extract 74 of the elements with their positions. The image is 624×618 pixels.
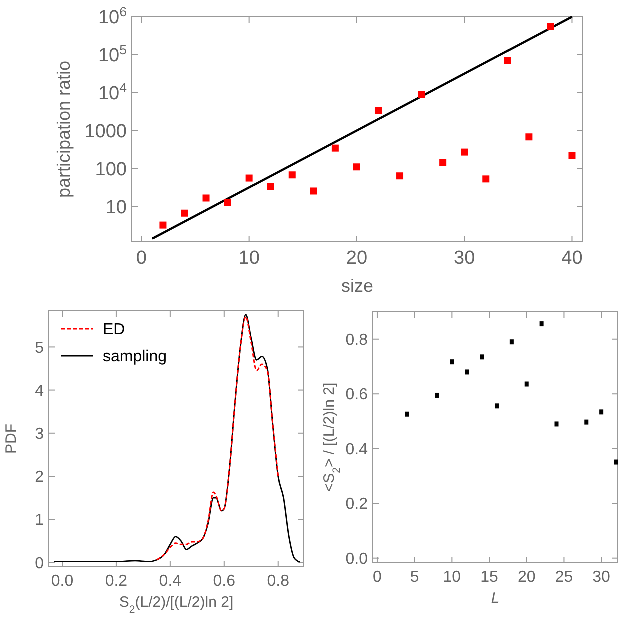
point bbox=[554, 422, 559, 427]
point bbox=[465, 370, 470, 375]
x-axis-title: L bbox=[491, 590, 500, 607]
legend-label: sampling bbox=[103, 348, 168, 366]
y-tick-label: 10$^{4}$ bbox=[98, 80, 127, 105]
x-tick-label: 20 bbox=[518, 569, 536, 586]
y-tick-label: 100 bbox=[95, 160, 127, 181]
point bbox=[353, 164, 360, 171]
x-tick-label: 0.4 bbox=[159, 573, 182, 590]
point bbox=[224, 199, 232, 206]
line-series bbox=[54, 314, 301, 563]
point bbox=[510, 340, 514, 345]
y-tick-label: 0.6 bbox=[346, 386, 368, 404]
point bbox=[246, 174, 253, 182]
point bbox=[181, 210, 188, 217]
x-tick-label: 5 bbox=[410, 569, 420, 586]
y-axis-title: participation ratio bbox=[54, 60, 74, 198]
y-tick-label: 0.0 bbox=[346, 550, 368, 568]
y-tick-label: 0.8 bbox=[346, 332, 368, 349]
point bbox=[524, 382, 529, 387]
y-tick-label: 3 bbox=[35, 426, 44, 443]
y-tick-label: 2 bbox=[35, 469, 44, 486]
point bbox=[482, 176, 490, 183]
x-tick-label: 20 bbox=[346, 248, 368, 269]
x-tick-label: 30 bbox=[454, 248, 476, 269]
x-tick-label: 30 bbox=[592, 569, 611, 586]
point bbox=[568, 152, 576, 160]
x-tick-label: 0.6 bbox=[213, 573, 236, 590]
point bbox=[494, 404, 499, 409]
point bbox=[450, 360, 454, 365]
point bbox=[374, 107, 382, 114]
point bbox=[461, 148, 468, 156]
point bbox=[540, 322, 544, 327]
y-tick-label: 0.2 bbox=[346, 496, 368, 514]
x-tick-label: 0 bbox=[136, 248, 147, 269]
point bbox=[614, 460, 619, 465]
x-tick-label: 15 bbox=[480, 569, 499, 586]
point bbox=[418, 91, 426, 98]
point bbox=[440, 159, 447, 166]
y-axis-title: PDF bbox=[3, 424, 20, 454]
point bbox=[288, 172, 296, 179]
x-tick-label: 0.8 bbox=[267, 573, 290, 590]
y-tick-label: 5 bbox=[35, 340, 44, 357]
x-tick-label: 10 bbox=[238, 248, 260, 269]
y-tick-label: 10$^{5}$ bbox=[98, 42, 127, 67]
x-tick-label: 25 bbox=[555, 569, 574, 586]
point bbox=[480, 354, 484, 360]
x-tick-label: 0.0 bbox=[51, 573, 74, 590]
point bbox=[310, 188, 318, 195]
point bbox=[584, 420, 589, 425]
point bbox=[160, 222, 167, 229]
point bbox=[435, 392, 440, 398]
y-tick-label: 0 bbox=[35, 555, 44, 572]
point bbox=[504, 57, 512, 64]
y-tick-label: 1 bbox=[35, 512, 44, 530]
x-axis-title: S$_{2}$(L/2)/[(L/2)ln 2] bbox=[119, 594, 234, 616]
x-axis-title: size bbox=[341, 276, 374, 296]
y-tick-label: 0.4 bbox=[346, 441, 368, 458]
y-tick-label: 10$^{6}$ bbox=[98, 4, 127, 29]
point bbox=[526, 134, 533, 141]
y-tick-label: 1000 bbox=[84, 122, 127, 143]
point bbox=[332, 144, 339, 152]
point bbox=[267, 183, 274, 190]
point bbox=[405, 412, 410, 417]
legend-label: ED bbox=[103, 322, 126, 339]
x-tick-label: 40 bbox=[562, 248, 583, 269]
point bbox=[202, 194, 210, 202]
point bbox=[396, 172, 404, 180]
y-tick-label: 4 bbox=[35, 382, 44, 400]
y-tick-label: 10 bbox=[106, 198, 127, 219]
point bbox=[547, 23, 554, 30]
x-tick-label: 0 bbox=[373, 569, 382, 586]
point bbox=[600, 410, 604, 415]
x-tick-label: 10 bbox=[443, 569, 462, 586]
